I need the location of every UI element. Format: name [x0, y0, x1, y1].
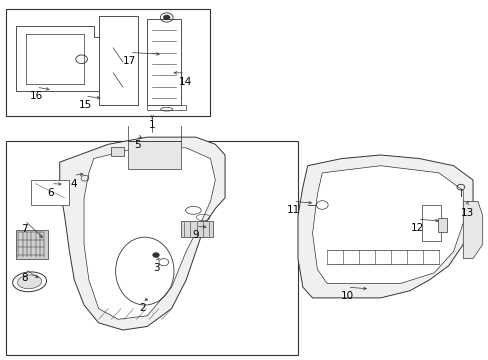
Text: 5: 5: [134, 140, 141, 150]
Text: 11: 11: [286, 205, 299, 215]
Text: 2: 2: [139, 302, 145, 312]
Text: 14: 14: [178, 77, 191, 87]
Polygon shape: [16, 26, 103, 91]
Bar: [437, 217, 446, 232]
Text: 6: 6: [47, 188, 54, 198]
Text: 12: 12: [410, 223, 424, 233]
Bar: [6, 141, 297, 355]
Text: 7: 7: [21, 224, 28, 234]
Polygon shape: [312, 166, 462, 284]
Polygon shape: [84, 148, 215, 319]
Circle shape: [152, 252, 159, 257]
Polygon shape: [462, 202, 482, 258]
Polygon shape: [147, 105, 186, 111]
Bar: [111, 147, 124, 156]
Polygon shape: [181, 221, 212, 237]
Polygon shape: [297, 155, 472, 298]
Text: 4: 4: [70, 179, 77, 189]
Ellipse shape: [18, 275, 41, 289]
Text: 3: 3: [152, 262, 159, 273]
Text: 9: 9: [192, 230, 199, 240]
Polygon shape: [60, 137, 224, 330]
Text: 15: 15: [78, 100, 91, 110]
Polygon shape: [99, 16, 137, 105]
Text: 1: 1: [148, 120, 155, 130]
Polygon shape: [30, 180, 69, 205]
Text: 10: 10: [340, 291, 353, 301]
Text: 17: 17: [123, 57, 136, 66]
Text: 8: 8: [21, 273, 28, 283]
Polygon shape: [147, 19, 181, 105]
Polygon shape: [127, 141, 181, 169]
Bar: [421, 205, 441, 241]
Text: 13: 13: [460, 208, 473, 218]
Bar: [6, 9, 210, 116]
Circle shape: [163, 15, 170, 20]
Text: 16: 16: [30, 91, 43, 101]
Polygon shape: [16, 230, 47, 258]
